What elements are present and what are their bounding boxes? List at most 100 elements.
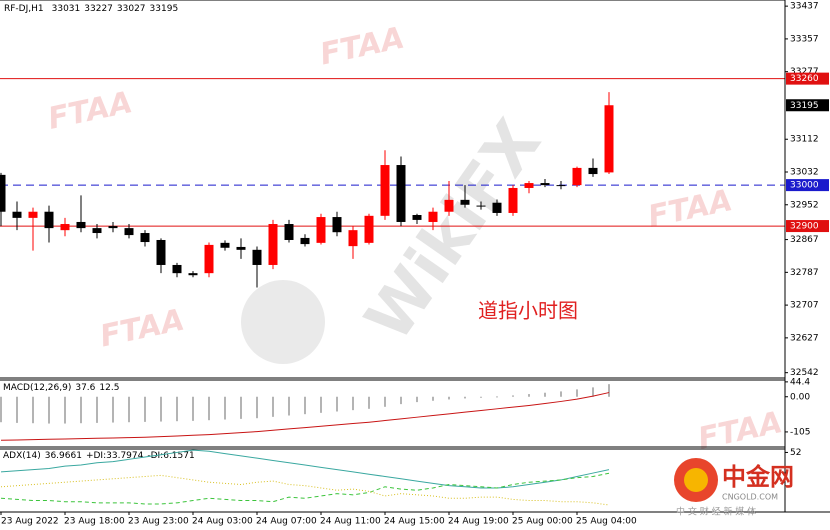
y-tick-label: 33032 <box>790 168 819 178</box>
macd-bar <box>64 396 66 424</box>
header: RF-DJ,H1 33031 33227 33027 33195 <box>4 4 178 14</box>
macd-bar <box>416 396 418 403</box>
macd-bar <box>304 396 306 415</box>
price-level-box <box>786 220 829 233</box>
candle-body <box>572 167 582 186</box>
price-level-label: 33000 <box>790 181 819 191</box>
indicator-title: MACD(12,26,9) <box>3 383 71 393</box>
macd-bar <box>256 396 258 419</box>
header-value: 33031 <box>52 4 81 14</box>
macd-bar <box>288 396 290 416</box>
candle-body <box>444 199 454 212</box>
x-tick-label: 24 Aug 07:00 <box>256 517 317 527</box>
candle-body <box>540 183 550 186</box>
current-price-label: 33195 <box>790 101 819 111</box>
macd-bar <box>96 396 98 423</box>
candle-body <box>428 211 438 222</box>
y-tick-label: 33112 <box>790 135 819 145</box>
macd-bar <box>400 396 402 405</box>
candle-body <box>60 224 70 231</box>
candle-body <box>364 215 374 243</box>
candle-body <box>172 264 182 274</box>
macd-bar <box>384 396 386 407</box>
candle-body <box>188 273 198 276</box>
candle-body <box>268 224 278 265</box>
candle-body <box>604 105 614 173</box>
macd-bar <box>480 396 482 398</box>
header-value: RF-DJ,H1 <box>4 4 44 14</box>
candle-body <box>396 165 406 222</box>
indicator-label: MACD(12,26,9) 37.6 12.5 <box>3 383 119 393</box>
x-tick-label: 24 Aug 15:00 <box>384 517 445 527</box>
candle-body <box>12 211 22 218</box>
y-tick-label: -105 <box>790 427 810 437</box>
x-tick-label: 24 Aug 11:00 <box>320 517 381 527</box>
price-level-label: 33260 <box>790 74 819 84</box>
candle-body <box>76 221 86 229</box>
indicator-title: ADX(14) <box>3 451 41 461</box>
macd-bar <box>272 396 274 417</box>
candle-body <box>460 199 470 205</box>
candle-body <box>284 224 294 240</box>
candle-body <box>300 237 310 245</box>
macd-bar <box>48 396 50 424</box>
y-tick-label: 44.4 <box>790 377 810 387</box>
series-name: +DI: <box>86 451 106 461</box>
macd-bar <box>224 396 226 420</box>
macd-bar <box>432 396 434 401</box>
y-tick-label: 32542 <box>790 368 819 378</box>
candle-body <box>0 174 6 212</box>
macd-signal <box>0 392 610 441</box>
macd-bar <box>592 387 594 397</box>
macd-bar <box>208 396 210 421</box>
candle-body <box>524 183 534 188</box>
series-value: 6.1571 <box>163 451 195 461</box>
candle-body <box>156 239 166 265</box>
candle-body <box>108 226 118 229</box>
y-tick-label: 0.00 <box>790 392 810 402</box>
macd-bar <box>464 396 466 399</box>
logo-domain: CNGOLD.COM <box>722 493 778 502</box>
candle-body <box>236 246 246 250</box>
indicator-line <box>0 449 610 489</box>
macd-bar <box>368 396 370 409</box>
logo-icon <box>684 468 708 492</box>
candle-body <box>28 211 38 218</box>
candle-body <box>348 230 358 247</box>
macd-bar <box>560 391 562 397</box>
candle-body <box>588 167 598 175</box>
candle-body <box>204 244 214 274</box>
macd-bar <box>576 389 578 397</box>
y-tick-label: 32867 <box>790 235 819 245</box>
candle-body <box>476 205 486 207</box>
candle-body <box>124 228 134 236</box>
macd-bar <box>320 396 322 413</box>
candle-body <box>220 242 230 248</box>
macd-bar <box>192 396 194 421</box>
current-price-box <box>786 99 829 112</box>
indicator-label: ADX(14) 36.9661 +DI:33.7974 -DI:6.1571 <box>3 451 195 461</box>
price-level-box <box>786 72 829 85</box>
header-value: 33227 <box>84 4 113 14</box>
y-tick-label: 33277 <box>790 67 819 77</box>
candle-body <box>316 217 326 243</box>
macd-bar <box>608 384 610 397</box>
candle-body <box>140 233 150 243</box>
macd-bar <box>80 396 82 424</box>
macd-bar <box>160 396 162 422</box>
series-value: 36.9661 <box>45 451 82 461</box>
series-value: 33.7974 <box>106 451 143 461</box>
macd-bar <box>144 396 146 422</box>
x-tick-label: 25 Aug 00:00 <box>512 517 573 527</box>
macd-bar <box>448 396 450 400</box>
macd-bar <box>176 396 178 422</box>
macd-bar <box>336 396 338 412</box>
logo-name: 中金网 <box>722 463 794 491</box>
macd-bar <box>544 392 546 397</box>
watermark-emblem <box>241 280 325 364</box>
macd-bar <box>32 396 34 424</box>
candle-body <box>556 185 566 187</box>
candle-body <box>252 249 262 265</box>
indicator-value: 37.6 <box>75 383 95 393</box>
